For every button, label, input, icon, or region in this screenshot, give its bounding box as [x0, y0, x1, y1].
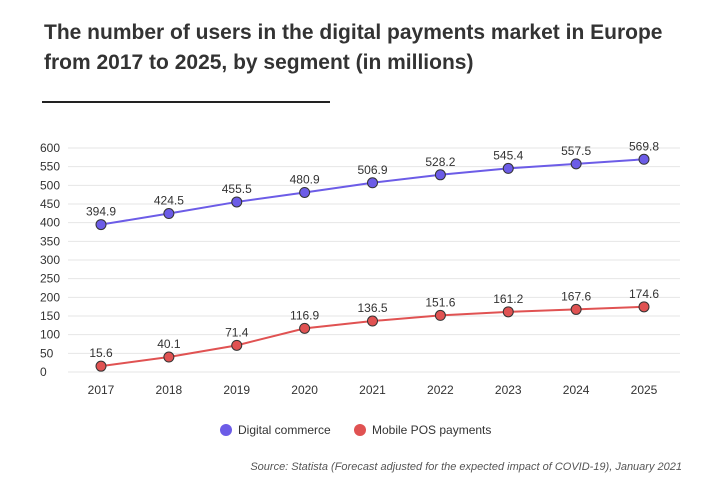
- x-tick-label: 2018: [156, 383, 183, 397]
- y-tick-label: 600: [40, 141, 60, 155]
- legend-marker: [220, 424, 232, 436]
- y-axis-ticks: 0 50 100 150 200 250 300 350 400 450 500 550 600: [40, 141, 60, 379]
- data-point[interactable]: [367, 177, 378, 189]
- legend-item[interactable]: Digital commerce: [220, 423, 331, 437]
- data-label: 136.5: [357, 301, 387, 315]
- series-0: 394.9 424.5 455.5 480.9 506.9 528.2 545.4 557.5…: [86, 139, 659, 231]
- data-label: 506.9: [357, 163, 387, 177]
- x-tick-label: 2017: [88, 383, 115, 397]
- data-label: 394.9: [86, 205, 116, 219]
- line-chart: 0 50 100 150 200 250 300 350 400 450 500 550 600 201…: [40, 139, 680, 437]
- data-point[interactable]: [95, 219, 107, 231]
- data-label: 71.4: [225, 325, 249, 339]
- data-point[interactable]: [502, 162, 514, 174]
- data-label: 545.4: [493, 148, 523, 162]
- gridlines: [68, 147, 680, 373]
- data-label: 528.2: [425, 155, 455, 169]
- data-point[interactable]: [163, 208, 175, 220]
- data-point[interactable]: [570, 303, 582, 315]
- data-label: 40.1: [157, 337, 181, 351]
- legend[interactable]: Digital commerce Mobile POS payments: [220, 423, 491, 437]
- data-label: 455.5: [222, 182, 252, 196]
- x-tick-label: 2023: [495, 383, 522, 397]
- series-1: 15.6 40.1 71.4 116.9 136.5 151.6 161.2 167.6 174…: [89, 287, 659, 372]
- y-tick-label: 100: [40, 328, 60, 342]
- y-tick-label: 150: [40, 309, 60, 323]
- data-label: 424.5: [154, 194, 184, 208]
- legend-label: Mobile POS payments: [372, 423, 491, 437]
- data-label: 167.6: [561, 289, 591, 303]
- data-point[interactable]: [231, 196, 243, 208]
- data-point[interactable]: [502, 306, 514, 318]
- y-tick-label: 0: [40, 365, 47, 379]
- legend-item[interactable]: Mobile POS payments: [354, 423, 491, 437]
- x-tick-label: 2022: [427, 383, 454, 397]
- y-tick-label: 400: [40, 216, 60, 230]
- data-label: 15.6: [89, 346, 113, 360]
- data-label: 174.6: [629, 287, 659, 301]
- x-axis-ticks: 2017 2018 2019 2020 2021 2022 2023 2024 2025: [88, 383, 658, 397]
- data-point[interactable]: [95, 360, 107, 372]
- data-point[interactable]: [367, 315, 378, 327]
- data-label: 557.5: [561, 144, 591, 158]
- data-point[interactable]: [434, 309, 446, 321]
- data-point[interactable]: [638, 301, 650, 313]
- y-tick-label: 500: [40, 178, 60, 192]
- data-label: 116.9: [290, 308, 319, 322]
- x-tick-label: 2020: [291, 383, 318, 397]
- y-tick-label: 300: [40, 253, 60, 267]
- x-tick-label: 2021: [359, 383, 386, 397]
- data-point[interactable]: [570, 158, 582, 170]
- source-note: Source: Statista (Forecast adjusted for …: [250, 461, 682, 473]
- legend-marker: [354, 424, 366, 436]
- x-tick-label: 2024: [563, 383, 590, 397]
- data-label: 151.6: [425, 295, 455, 309]
- y-tick-label: 200: [40, 290, 60, 304]
- data-label: 161.2: [493, 292, 523, 306]
- data-label: 569.8: [629, 139, 659, 153]
- data-point[interactable]: [163, 351, 175, 363]
- x-tick-label: 2019: [223, 383, 250, 397]
- y-tick-label: 450: [40, 197, 60, 211]
- y-tick-label: 250: [40, 272, 60, 286]
- chart-title: The number of users in the digital payme…: [44, 21, 663, 74]
- data-point[interactable]: [434, 169, 446, 181]
- y-tick-label: 350: [40, 234, 60, 248]
- y-tick-label: 50: [40, 346, 54, 360]
- x-tick-label: 2025: [631, 383, 658, 397]
- series: 394.9 424.5 455.5 480.9 506.9 528.2 545.4 557.5…: [86, 139, 659, 372]
- data-point[interactable]: [231, 339, 243, 351]
- legend-label: Digital commerce: [238, 423, 331, 437]
- data-label: 480.9: [290, 172, 320, 186]
- y-tick-label: 550: [40, 160, 60, 174]
- data-point[interactable]: [299, 322, 311, 334]
- data-point[interactable]: [299, 186, 311, 198]
- title-underline: [42, 101, 330, 103]
- data-point[interactable]: [638, 153, 650, 165]
